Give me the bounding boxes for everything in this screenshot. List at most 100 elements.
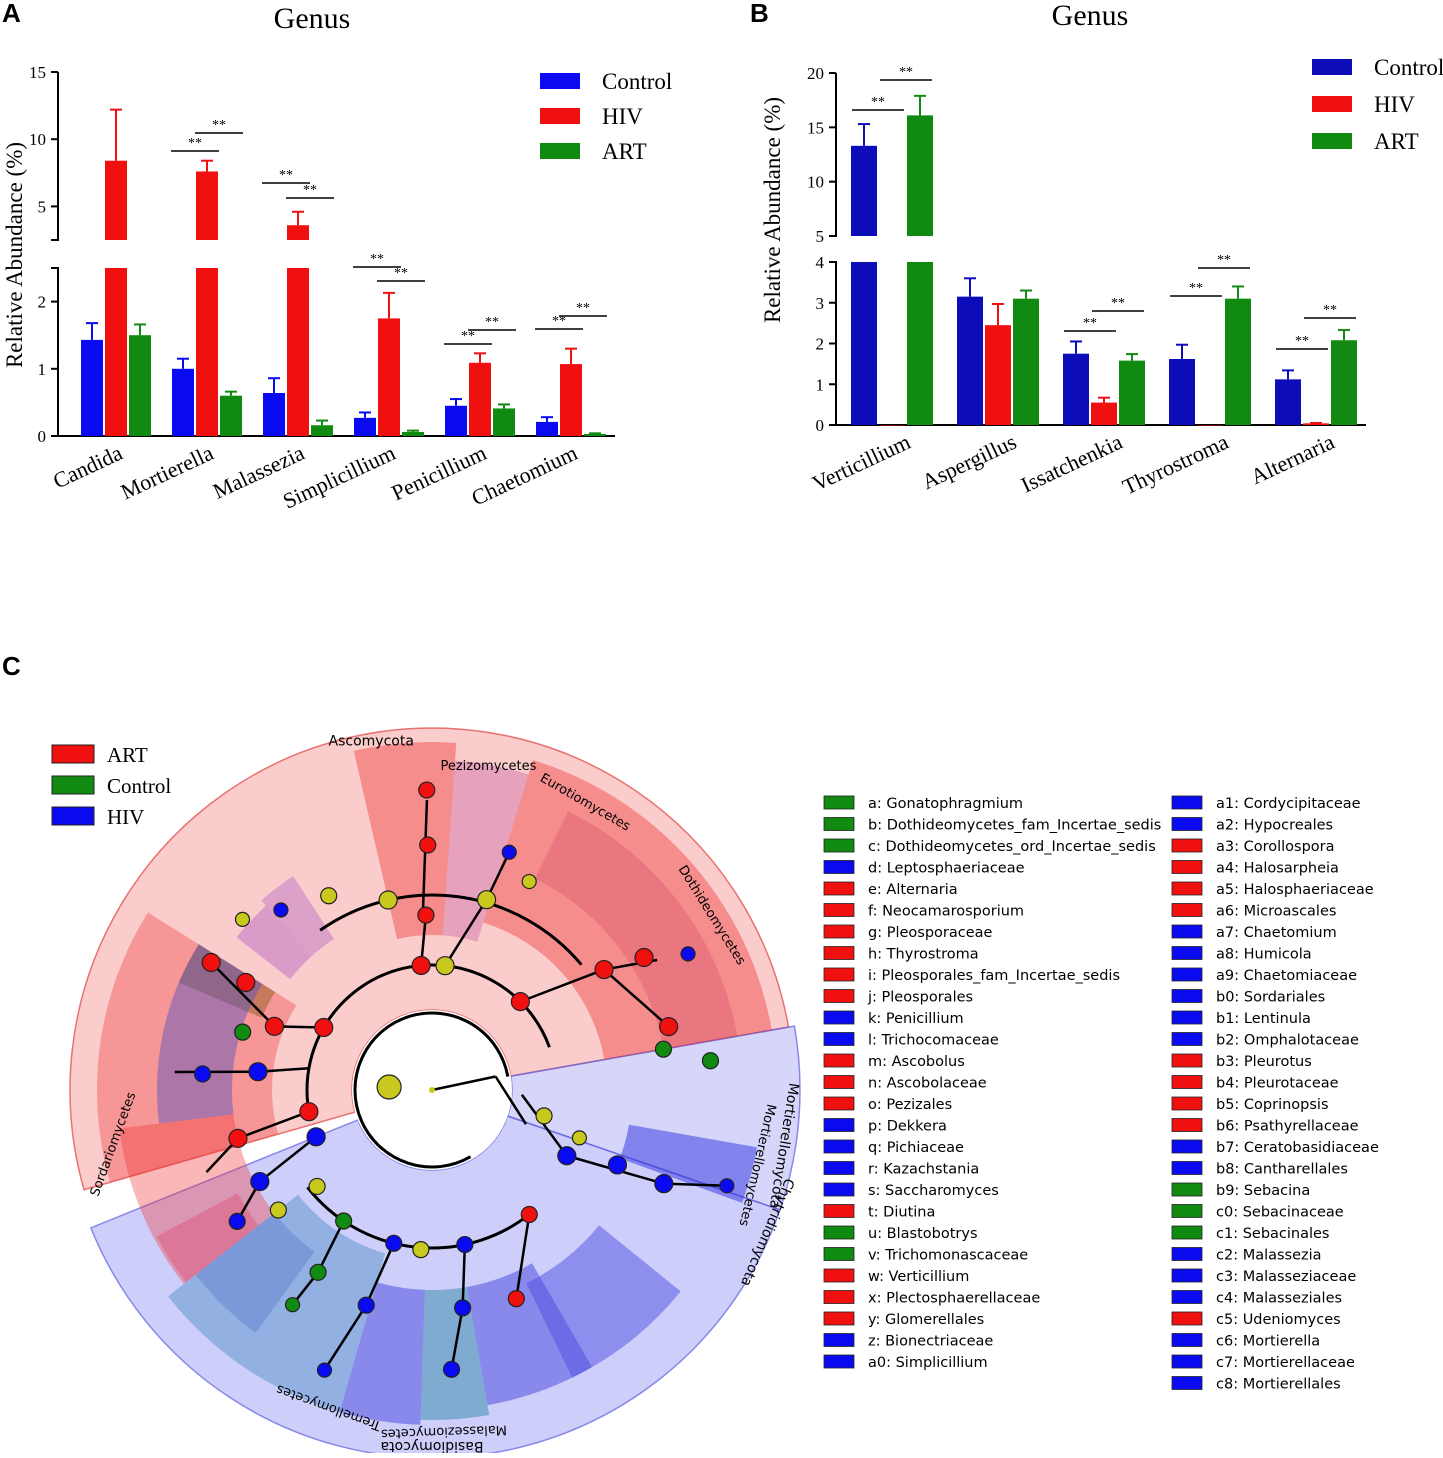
x-tick-label-mortierella: Mortierella xyxy=(117,440,217,505)
bar-art-malassezia xyxy=(311,425,333,436)
bar-hiv-malassezia xyxy=(287,268,309,436)
bar-hiv-aspergillus xyxy=(985,325,1011,425)
taxa-key-label: a2: Hypocreales xyxy=(1216,818,1333,834)
bar-control-thyrostroma xyxy=(1169,359,1195,425)
bar-hiv-candida xyxy=(105,268,127,436)
bar-hiv-malassezia-upper xyxy=(287,225,309,240)
significance-label: ** xyxy=(485,315,499,330)
y-tick-label: 3 xyxy=(816,294,825,313)
y-tick-label: 20 xyxy=(807,64,824,83)
significance-label: ** xyxy=(212,118,226,133)
taxa-key-swatch xyxy=(824,904,854,917)
tree-node xyxy=(412,956,430,974)
ascomycota-label: Ascomycota xyxy=(329,733,414,749)
tree-node xyxy=(307,1128,325,1146)
taxa-key-label: a4: Halosarpheia xyxy=(1216,861,1339,877)
bar-hiv-thyrostroma xyxy=(1197,425,1223,426)
y-tick-label: 0 xyxy=(38,427,47,446)
cladogram-panel-c: AscomycotaBasidiomycotaMortierellomycota… xyxy=(52,728,1379,1453)
tree-node xyxy=(436,957,454,975)
taxa-key-label: f: Neocamarosporium xyxy=(868,904,1024,920)
taxa-key-swatch xyxy=(1172,968,1202,981)
tree-node xyxy=(336,1213,352,1229)
tree-node xyxy=(235,1024,251,1040)
tree-node xyxy=(274,903,288,917)
taxa-key-label: i: Pleosporales_fam_Incertae_sedis xyxy=(868,968,1120,984)
tree-node xyxy=(315,1019,333,1037)
taxa-key-label: b0: Sordariales xyxy=(1216,990,1325,1006)
taxa-key-label: v: Trichomonascaceae xyxy=(868,1248,1028,1264)
taxa-key-label: c1: Sebacinales xyxy=(1216,1226,1330,1242)
panel-letter-c: C xyxy=(2,651,21,681)
tree-node xyxy=(508,1291,524,1307)
taxa-key-swatch xyxy=(1172,1312,1202,1325)
taxa-key-label: c2: Malassezia xyxy=(1216,1248,1322,1264)
taxa-key-label: b: Dothideomycetes_fam_Incertae_sedis xyxy=(868,818,1161,834)
y-tick-label: 15 xyxy=(29,63,46,82)
bar-control-malassezia xyxy=(263,393,285,436)
clade-legend-swatch-hiv xyxy=(52,807,94,825)
taxa-key-swatch xyxy=(1172,1140,1202,1153)
tree-node xyxy=(444,1361,460,1377)
taxa-key-label: b2: Omphalotaceae xyxy=(1216,1033,1359,1049)
clade-legend-label-hiv: HIV xyxy=(107,805,144,829)
legend-label-hiv: HIV xyxy=(1374,92,1415,117)
legend-label-art: ART xyxy=(602,139,647,164)
significance-label: ** xyxy=(1323,303,1337,318)
panel-letter-b: B xyxy=(750,0,769,28)
tree-node xyxy=(265,1017,283,1035)
taxa-key-swatch xyxy=(1172,947,1202,960)
bar-hiv-issatchenkia xyxy=(1091,403,1117,425)
taxa-key-swatch xyxy=(1172,1205,1202,1218)
significance-label: ** xyxy=(1217,253,1231,268)
tree-node xyxy=(572,1131,586,1145)
taxa-key-swatch xyxy=(1172,882,1202,895)
tree-node xyxy=(235,912,249,926)
taxa-key-label: n: Ascobolaceae xyxy=(868,1076,987,1092)
taxa-key-label: c7: Mortierellaceae xyxy=(1216,1355,1355,1371)
tree-node xyxy=(660,1018,678,1036)
chart-title: Genus xyxy=(1052,0,1129,32)
legend-label-art: ART xyxy=(1374,129,1419,154)
taxa-key-swatch xyxy=(1172,1377,1202,1390)
legend-swatch-hiv xyxy=(1312,96,1352,112)
taxa-key-swatch xyxy=(824,1140,854,1153)
tree-node xyxy=(270,1202,286,1218)
taxa-key-label: o: Pezizales xyxy=(868,1097,952,1113)
taxa-key-swatch xyxy=(824,990,854,1003)
taxa-key-swatch xyxy=(824,1269,854,1282)
taxa-key-swatch xyxy=(824,1033,854,1046)
taxa-key-label: c4: Malasseziales xyxy=(1216,1291,1342,1307)
taxa-key-label: c5: Udeniomyces xyxy=(1216,1312,1341,1328)
taxa-key-label: p: Dekkera xyxy=(868,1119,947,1135)
taxa-key-swatch xyxy=(824,1226,854,1239)
y-tick-label: 5 xyxy=(816,227,825,246)
taxa-key-label: a7: Chaetomium xyxy=(1216,925,1337,941)
bar-control-candida xyxy=(81,340,103,436)
taxa-key-swatch xyxy=(1172,1269,1202,1282)
tree-node xyxy=(521,1207,537,1223)
taxa-key-swatch xyxy=(1172,1011,1202,1024)
tree-node xyxy=(457,1237,473,1253)
legend-swatch-hiv xyxy=(540,108,580,124)
bar-art-alternaria xyxy=(1331,340,1357,425)
tree-root-node xyxy=(429,1087,435,1093)
significance-label: ** xyxy=(1295,334,1309,349)
significance-label: ** xyxy=(370,252,384,267)
taxa-key-swatch xyxy=(824,1097,854,1110)
tree-node xyxy=(595,961,613,979)
significance-label: ** xyxy=(394,266,408,281)
significance-label: ** xyxy=(899,65,913,80)
tree-node xyxy=(536,1108,552,1124)
tree-node xyxy=(358,1297,374,1313)
taxa-key-swatch xyxy=(1172,1119,1202,1132)
taxa-key-label: m: Ascobolus xyxy=(868,1054,965,1070)
significance-label: ** xyxy=(303,183,317,198)
legend-label-hiv: HIV xyxy=(602,104,643,129)
tree-node xyxy=(286,1298,300,1312)
taxa-key-label: k: Penicillium xyxy=(868,1011,964,1027)
taxa-key-swatch xyxy=(824,947,854,960)
significance-label: ** xyxy=(461,329,475,344)
